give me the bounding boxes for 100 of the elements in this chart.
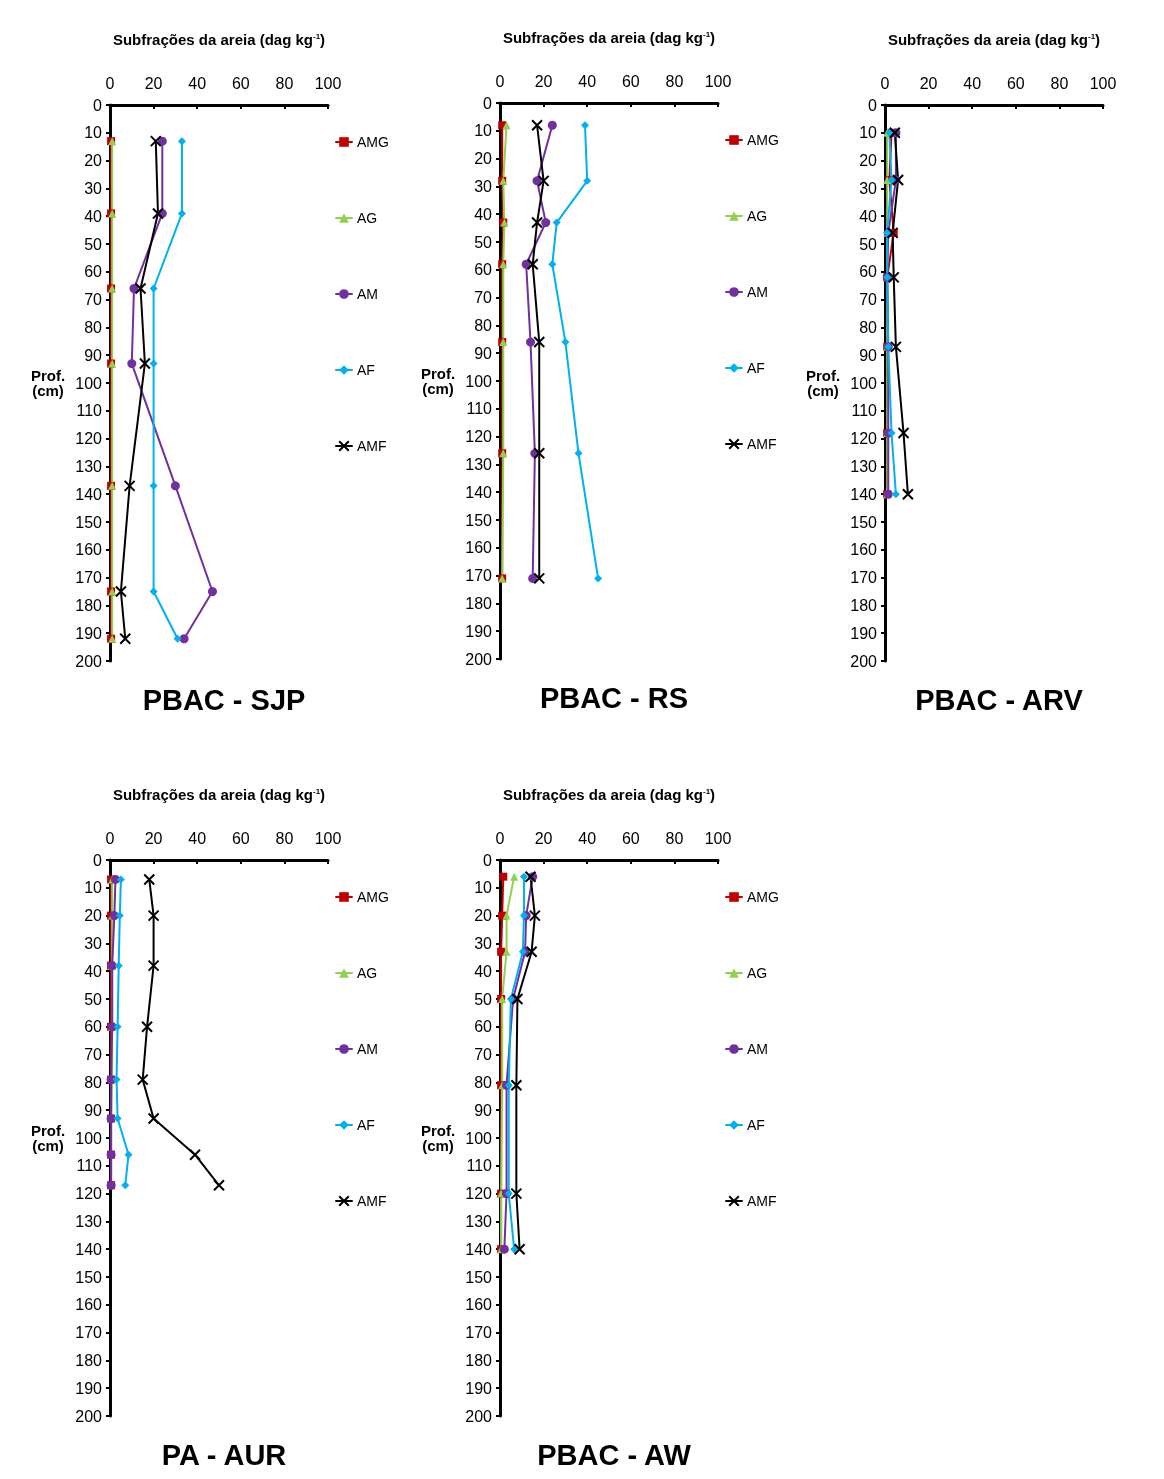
y-tick-label: 160 xyxy=(75,1296,103,1314)
y-tick-label: 190 xyxy=(75,1379,103,1397)
y-tick-label: 150 xyxy=(75,1268,103,1286)
legend-label: AMG xyxy=(357,134,389,150)
y-tick-label: 110 xyxy=(851,402,878,420)
x-tick-label: 60 xyxy=(1006,74,1025,92)
y-tick-label: 200 xyxy=(465,1407,493,1425)
x-tick-label: 80 xyxy=(665,829,684,847)
x-tick-label: 0 xyxy=(105,74,115,92)
text: PBAC - RS xyxy=(539,681,689,714)
y-tick-label: 100 xyxy=(75,1129,103,1147)
y-tick-label: 40 xyxy=(84,207,103,225)
y-tick-label: 70 xyxy=(474,289,493,307)
x-tick-label: 40 xyxy=(578,72,597,90)
y-tick-label: 100 xyxy=(850,374,878,392)
y-tick-label: 30 xyxy=(84,179,103,197)
text: PA - AUR xyxy=(161,1438,287,1471)
x-tick-label: 80 xyxy=(275,74,294,92)
legend-label: AG xyxy=(747,208,768,224)
y-tick-label: 0 xyxy=(868,96,878,114)
y-tick-label: 160 xyxy=(75,541,103,559)
y-tick-label: 0 xyxy=(93,96,103,114)
legend-label: AMG xyxy=(747,889,779,905)
y-tick-label: 110 xyxy=(466,400,493,418)
y-tick-label: 90 xyxy=(84,1101,103,1119)
y-tick-label: 140 xyxy=(75,485,103,503)
y-tick-label: 100 xyxy=(465,372,493,390)
legend-label: AG xyxy=(357,210,378,226)
y-tick-label: 50 xyxy=(84,235,103,253)
y-tick-label: 120 xyxy=(75,430,103,448)
y-tick-label: 200 xyxy=(465,650,493,668)
y-tick-label: 60 xyxy=(474,1018,493,1036)
x-tick-label: 20 xyxy=(144,74,163,92)
x-tick-label: 0 xyxy=(495,829,505,847)
legend-label: AMG xyxy=(747,132,779,148)
y-tick-label: 40 xyxy=(474,205,493,223)
y-tick-label: 130 xyxy=(465,1212,493,1230)
y-tick-label: 180 xyxy=(75,596,103,614)
y-tick-label: 70 xyxy=(474,1046,493,1064)
y-tick-label: 170 xyxy=(75,569,103,587)
y-tick-label: 150 xyxy=(75,513,103,531)
x-tick-label: 20 xyxy=(534,829,553,847)
y-tick-label: 60 xyxy=(474,261,493,279)
x-tick-label: 20 xyxy=(534,72,553,90)
text: PBAC - AW xyxy=(537,1438,692,1471)
y-axis-title: Prof. (cm) xyxy=(805,367,841,399)
text: PBAC - ARV xyxy=(915,683,1084,716)
legend-label: AMF xyxy=(357,438,387,454)
x-tick-label: 60 xyxy=(621,72,640,90)
y-tick-label: 20 xyxy=(474,150,493,168)
y-tick-label: 110 xyxy=(76,1157,103,1175)
y-tick-label: 100 xyxy=(75,374,103,392)
y-tick-label: 180 xyxy=(465,594,493,612)
x-tick-label: 80 xyxy=(665,72,684,90)
y-tick-label: 180 xyxy=(850,596,878,614)
legend-label: AM xyxy=(747,1041,768,1057)
y-tick-label: 80 xyxy=(859,318,878,336)
y-tick-label: 80 xyxy=(84,318,103,336)
y-tick-label: 80 xyxy=(474,1073,493,1091)
y-tick-label: 50 xyxy=(859,235,878,253)
y-tick-label: 20 xyxy=(859,152,878,170)
y-tick-label: 170 xyxy=(75,1324,103,1342)
y-tick-label: 30 xyxy=(474,934,493,952)
y-tick-label: 90 xyxy=(474,1101,493,1119)
y-axis-title: Prof. (cm) xyxy=(420,1122,456,1154)
y-tick-label: 110 xyxy=(76,402,103,420)
y-tick-label: 80 xyxy=(474,316,493,334)
y-tick-label: 120 xyxy=(465,428,493,446)
y-tick-label: 120 xyxy=(465,1185,493,1203)
y-tick-label: 10 xyxy=(474,122,493,140)
y-tick-label: 120 xyxy=(850,430,878,448)
x-tick-label: 100 xyxy=(704,829,732,847)
y-tick-label: 10 xyxy=(859,124,878,142)
legend-label: AG xyxy=(747,965,768,981)
y-tick-label: 100 xyxy=(465,1129,493,1147)
y-tick-label: 120 xyxy=(75,1185,103,1203)
legend-label: AF xyxy=(747,1117,765,1133)
y-tick-label: 30 xyxy=(474,177,493,195)
y-tick-label: 200 xyxy=(75,1407,103,1425)
y-tick-label: 70 xyxy=(84,291,103,309)
y-tick-label: 10 xyxy=(84,124,103,142)
y-tick-label: 20 xyxy=(474,907,493,925)
y-tick-label: 180 xyxy=(75,1351,103,1369)
legend-label: AM xyxy=(357,1041,378,1057)
y-tick-label: 150 xyxy=(850,513,878,531)
y-tick-label: 80 xyxy=(84,1073,103,1091)
x-tick-label: 0 xyxy=(105,829,115,847)
y-tick-label: 110 xyxy=(466,1157,493,1175)
y-tick-label: 140 xyxy=(465,483,493,501)
legend-label: AMF xyxy=(747,1193,777,1209)
x-tick-label: 60 xyxy=(621,829,640,847)
legend-label: AF xyxy=(357,362,375,378)
y-tick-label: 60 xyxy=(84,1018,103,1036)
x-tick-label: 40 xyxy=(963,74,982,92)
y-tick-label: 30 xyxy=(84,934,103,952)
y-tick-label: 160 xyxy=(850,541,878,559)
y-tick-label: 170 xyxy=(850,569,878,587)
x-tick-label: 60 xyxy=(231,74,250,92)
y-tick-label: 150 xyxy=(465,511,493,529)
x-tick-label: 40 xyxy=(188,829,207,847)
